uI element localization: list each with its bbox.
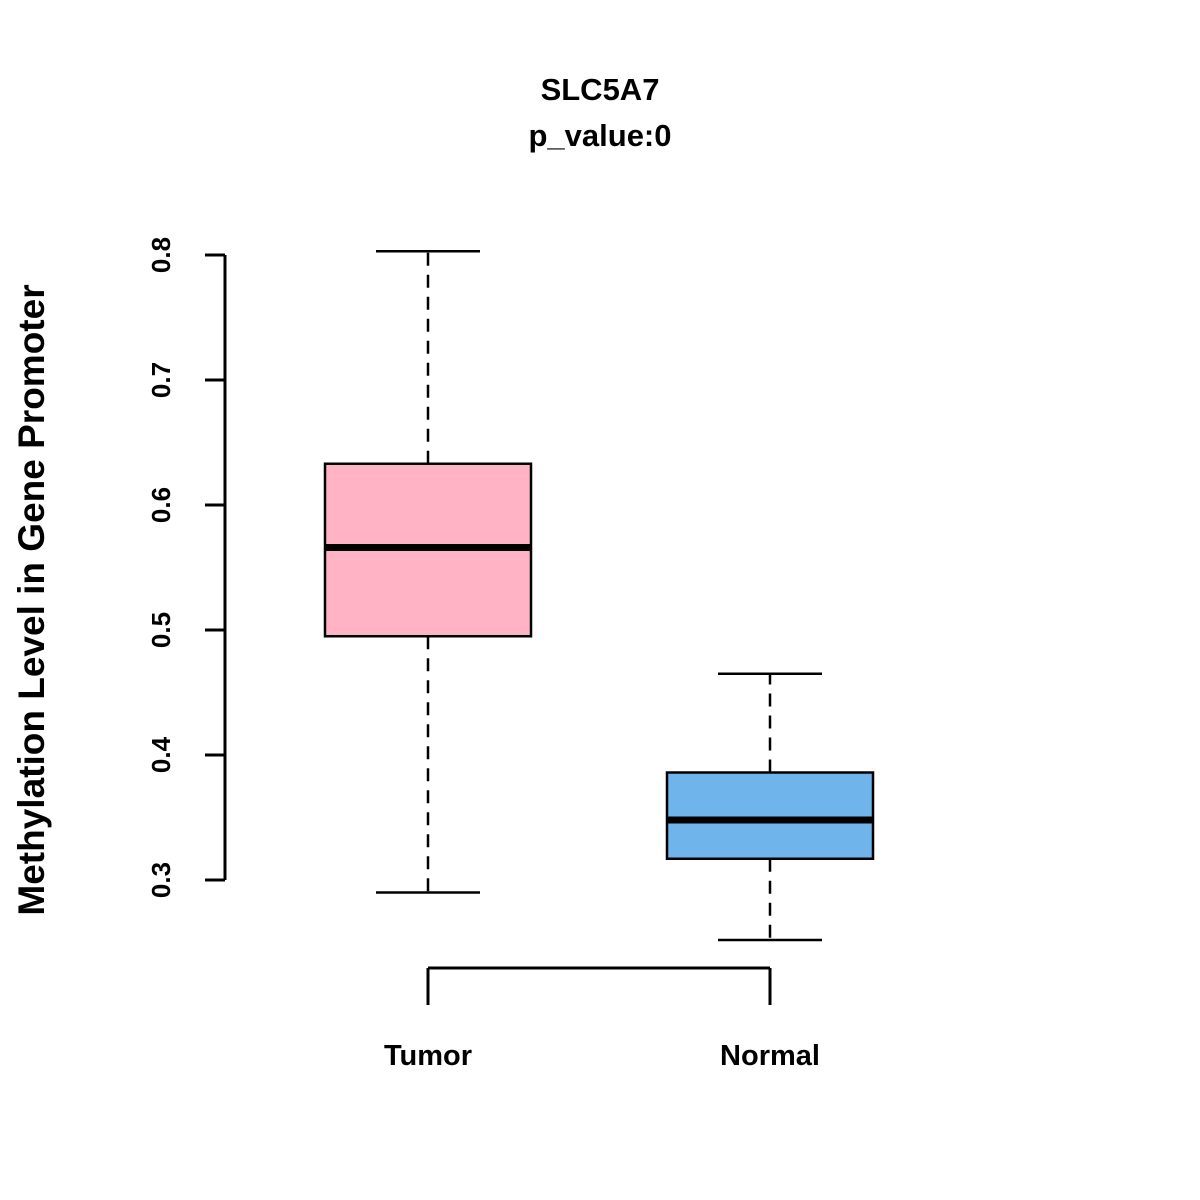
box-rect bbox=[665, 771, 875, 860]
boxplot-tumor bbox=[323, 250, 533, 894]
y-tick-label: 0.4 bbox=[146, 736, 176, 773]
y-axis: 0.3 0.4 0.5 0.6 0.7 0.8 bbox=[146, 237, 227, 898]
x-label-tumor: Tumor bbox=[383, 1040, 473, 1072]
boxplots bbox=[323, 250, 875, 942]
y-tick-label: 0.8 bbox=[146, 237, 176, 273]
boxplot-normal bbox=[665, 672, 875, 942]
y-tick-label: 0.3 bbox=[146, 862, 176, 898]
x-axis-bracket bbox=[426, 966, 772, 1005]
y-tick-label: 0.6 bbox=[146, 487, 176, 523]
chart-subtitle: p_value:0 bbox=[528, 118, 672, 153]
y-tick-label: 0.7 bbox=[146, 362, 176, 398]
y-tick-label: 0.5 bbox=[146, 612, 176, 648]
chart-title: SLC5A7 bbox=[540, 72, 660, 107]
x-label-normal: Normal bbox=[720, 1040, 820, 1072]
